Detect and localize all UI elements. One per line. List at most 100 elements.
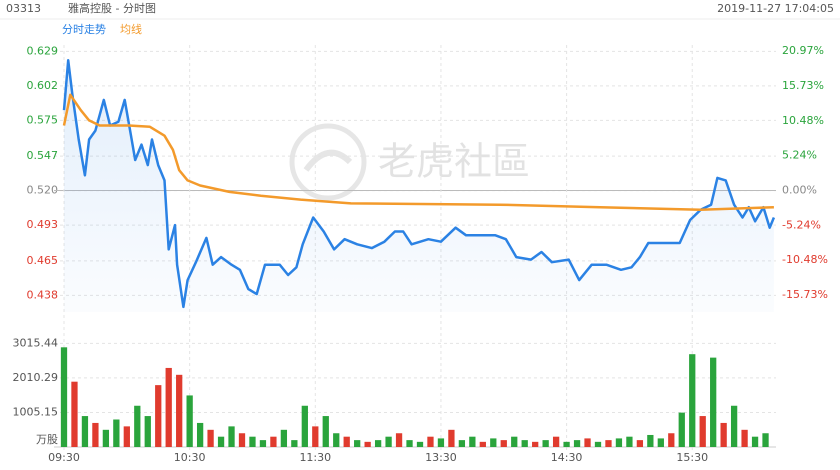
volume-bar [186,395,193,447]
volume-bar [469,436,476,447]
volume-bar [458,440,466,447]
y-tick-label: 1005.15 [13,405,59,418]
x-tick-label: 15:30 [676,451,708,464]
y2-tick-label: 10.48% [782,114,824,127]
volume-bar [594,441,602,447]
timestamp: 2019-11-27 17:04:05 [717,2,834,15]
volume-bar [60,347,68,447]
volume-bar [427,436,434,447]
volume-bar [720,422,727,447]
volume-bar [176,374,183,447]
volume-bar [155,385,162,447]
legend-label: 均线 [120,22,142,36]
watermark: 老虎社區 [289,123,530,201]
y-tick-label: 0.493 [27,218,59,231]
volume-bar [385,436,392,447]
volume-bar [532,441,539,447]
volume-bar [395,433,403,447]
y-tick-label: 2010.29 [13,371,59,384]
volume-bar [710,357,717,447]
volume-bar [113,419,120,447]
volume-bar [374,440,382,447]
price-area [64,60,774,312]
volume-bar [689,354,696,447]
y2-tick-label: -5.24% [782,218,821,231]
volume-bar [406,440,413,447]
volume-bar [354,440,361,447]
volume-bar [291,440,298,447]
volume-bar [81,416,89,447]
volume-bar [699,416,706,447]
volume-bar [521,440,528,447]
volume-bar [123,426,130,447]
volume-bar [416,441,424,447]
y-tick-label: 0.602 [27,79,59,92]
y2-tick-label: 5.24% [782,149,817,162]
y-unit-label: 万股 [36,433,58,446]
volume-bar [668,433,675,447]
y2-tick-label: -10.48% [782,253,828,266]
stock-code: 03313 [6,2,41,15]
y-tick-label: 0.520 [27,184,59,197]
x-tick-label: 14:30 [551,451,583,464]
volume-bar [228,426,235,447]
volume-bar [448,429,455,447]
volume-bar [270,436,277,447]
volume-bar [626,436,633,447]
volume-bar [280,429,288,447]
volume-bar [207,429,214,447]
y-tick-label: 3015.44 [13,336,59,349]
y-tick-label: 0.629 [27,44,59,57]
volume-bar [134,405,141,447]
volume-bar [584,438,591,447]
watermark-text: 老虎社區 [378,140,530,184]
series-line [62,93,774,212]
volume-bar [165,367,172,447]
volume-bar [437,438,445,447]
x-tick-label: 09:30 [48,451,80,464]
y2-tick-label: 20.97% [782,44,824,57]
volume-bar [751,436,759,447]
volume-bar [615,438,623,447]
volume-bar [762,433,769,447]
y-tick-label: 0.465 [27,254,59,267]
volume-bar [573,440,581,447]
chart-title: 雅高控股 - 分时图 [68,1,156,15]
volume-bar [657,438,664,447]
volume-bar [217,436,225,447]
volume-bar [259,440,267,447]
volume-bar [636,440,644,447]
y2-tick-label: -15.73% [782,288,828,301]
volume-bar [322,416,329,447]
x-tick-label: 10:30 [174,451,206,464]
y2-tick-label: 15.73% [782,79,824,92]
volume-bar [144,416,151,447]
volume-bar [552,436,560,447]
volume-bar [238,433,246,447]
y-tick-label: 0.575 [27,113,59,126]
volume-bar [741,429,748,447]
volume-bar [92,422,99,447]
volume-bar [364,441,371,447]
volume-bar [730,405,738,447]
volume-bar [71,381,78,447]
volume-bar [511,436,518,447]
volume-bar [249,436,256,447]
x-tick-label: 13:30 [425,451,457,464]
x-tick-label: 11:30 [299,451,331,464]
volume-bar [102,429,110,447]
series-line [62,59,776,309]
volume-bar [647,434,654,447]
legend-label: 分时走势 [62,23,106,36]
volume-bar [312,426,319,447]
y-tick-label: 0.438 [27,288,59,301]
volume-bar [196,422,204,447]
volume-bar [500,440,507,447]
volume-bar [301,405,308,447]
volume-bar [678,412,685,447]
volume-bar [479,441,486,447]
volume-bar [563,441,570,447]
volume-bar [333,433,340,447]
volume-bar [605,440,612,447]
